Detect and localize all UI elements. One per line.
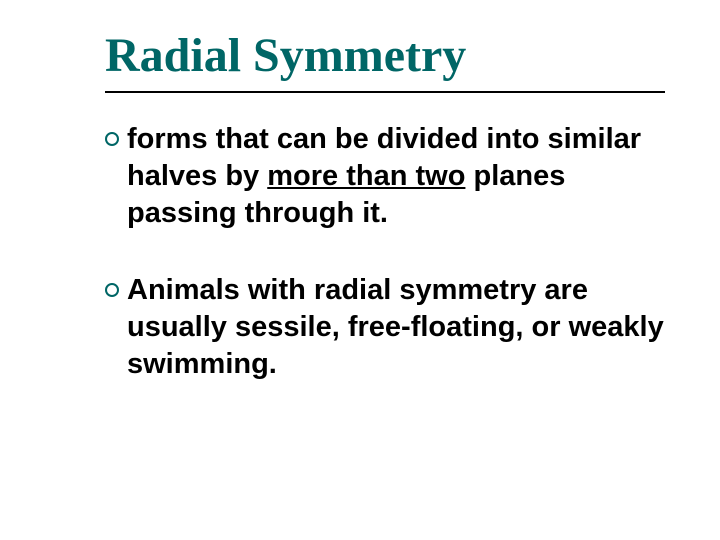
bullet-item: Animals with radial symmetry are usually… [105,272,665,383]
bullet-text-underlined: more than two [267,160,465,192]
bullet-text-pre: Animals with radial symmetry are usually… [127,274,664,380]
title-block: Radial Symmetry [105,30,670,83]
slide-title: Radial Symmetry [105,30,670,83]
bullet-text: Animals with radial symmetry are usually… [127,272,665,383]
circle-bullet-icon [105,132,119,146]
slide-body: forms that can be divided into similar h… [105,121,665,384]
title-underline-rule [105,91,665,93]
slide: Radial Symmetry forms that can be divide… [0,0,720,540]
bullet-text: forms that can be divided into similar h… [127,121,665,232]
circle-bullet-icon [105,283,119,297]
bullet-item: forms that can be divided into similar h… [105,121,665,232]
